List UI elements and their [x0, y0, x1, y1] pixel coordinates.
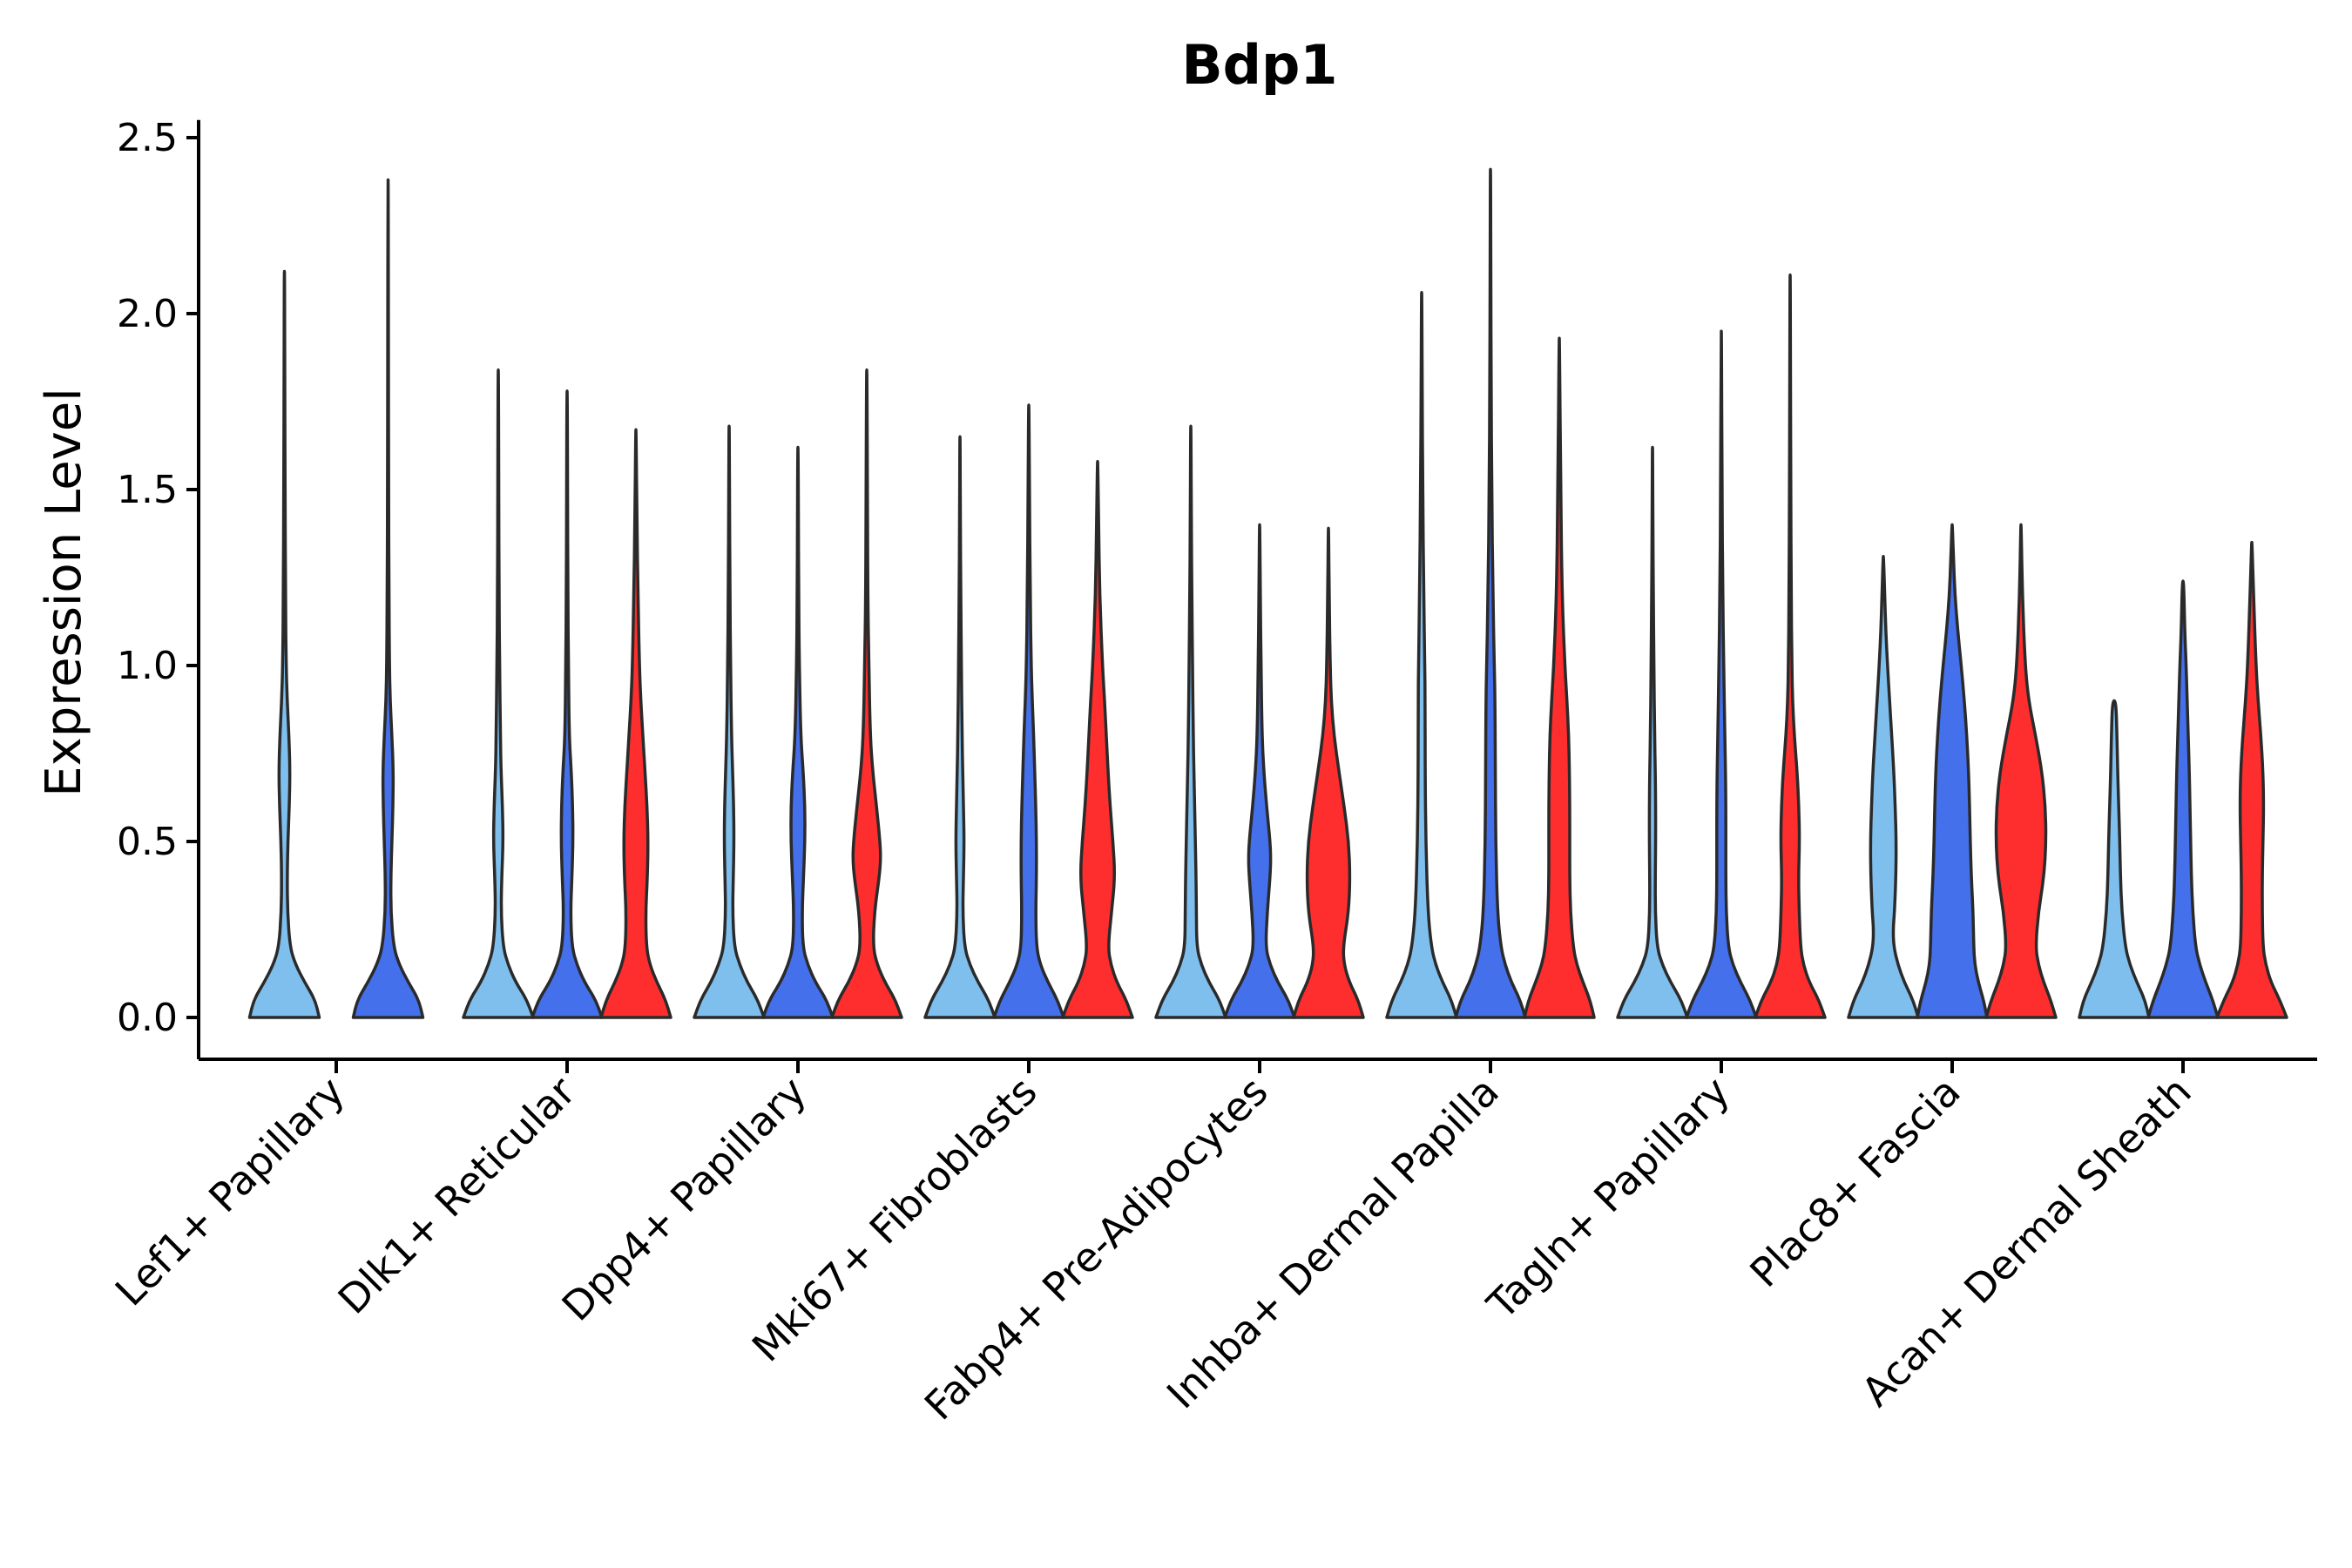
violin-group3	[2215, 540, 2288, 1019]
y-tick-label: 2.5	[117, 116, 178, 160]
x-category-label: Plac8+ Fascia	[1740, 1068, 1969, 1296]
violin-group2	[1223, 523, 1296, 1019]
violin-group1	[247, 269, 321, 1019]
violin-group1	[923, 435, 997, 1019]
x-category-label: Tagln+ Papillary	[1477, 1068, 1739, 1329]
y-tick-label: 1.5	[117, 468, 178, 512]
violin-group2	[1916, 523, 1989, 1019]
violin-group1	[2078, 699, 2151, 1019]
violin-group3	[1523, 336, 1596, 1019]
violin-group3	[599, 428, 672, 1019]
violin-group2	[992, 403, 1065, 1019]
violin-group2	[1454, 167, 1527, 1019]
violin-group2	[2146, 579, 2220, 1019]
violin-group1	[462, 368, 535, 1019]
violin-group2	[531, 389, 604, 1019]
x-category-label: Dlk1+ Reticular	[329, 1068, 585, 1323]
violin-group3	[1754, 273, 1827, 1019]
y-axis-ticks: 0.0 0.5 1.0 1.5 2.0 2.5	[117, 116, 199, 1040]
violin-group3	[1984, 523, 2058, 1019]
violin-group2	[761, 445, 835, 1019]
violin-group1	[1847, 555, 1920, 1019]
violin-group3	[830, 368, 903, 1019]
y-tick-label: 0.0	[117, 996, 178, 1040]
violin-group2	[1685, 329, 1758, 1019]
violin-group2	[351, 178, 425, 1019]
y-tick-label: 1.0	[117, 644, 178, 688]
violin-group3	[1292, 526, 1365, 1019]
violin-group1	[1616, 445, 1689, 1019]
y-axis-label: Expression Level	[36, 388, 92, 797]
y-tick-label: 0.5	[117, 820, 178, 864]
chart-title: Bdp1	[1181, 33, 1337, 97]
x-category-label: Lef1+ Papillary	[106, 1068, 354, 1315]
violins	[247, 167, 2288, 1019]
violin-group3	[1061, 459, 1134, 1019]
x-category-label: Dpp4+ Papillary	[553, 1068, 815, 1330]
violin-group1	[1385, 291, 1458, 1019]
violin-group1	[1154, 424, 1227, 1019]
violin-group1	[693, 424, 766, 1019]
y-tick-label: 2.0	[117, 292, 178, 336]
